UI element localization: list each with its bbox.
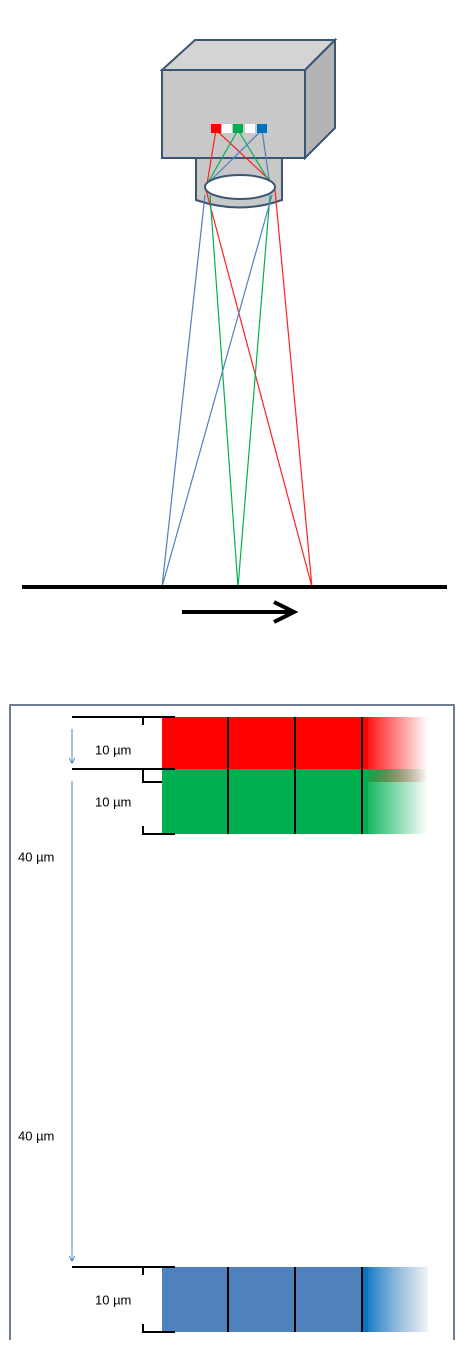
sensors (211, 124, 267, 133)
strip (162, 1267, 368, 1332)
motion-arrow (182, 600, 299, 624)
width-label: 10 µm (95, 1292, 131, 1307)
rays (161, 129, 313, 588)
gap-label: 40 µm (18, 1128, 54, 1143)
width-label: 10 µm (95, 742, 131, 757)
strip-fade (362, 1267, 428, 1332)
width-label: 10 µm (95, 794, 131, 809)
lens (204, 174, 276, 200)
panel (9, 704, 455, 1345)
bracket (142, 1324, 175, 1333)
strip-fade (362, 769, 428, 834)
gap-label: 40 µm (18, 849, 54, 864)
bracket (142, 826, 175, 835)
strip (162, 769, 368, 834)
